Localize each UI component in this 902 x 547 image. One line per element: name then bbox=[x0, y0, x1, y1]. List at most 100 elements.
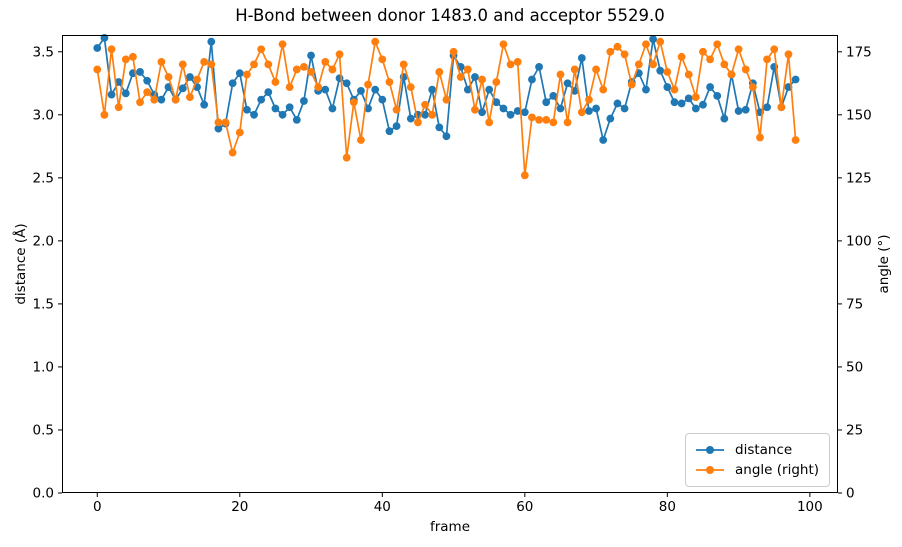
data-point-distance bbox=[549, 91, 558, 100]
y-tick-label-left: 1.0 bbox=[33, 359, 54, 375]
data-point-angle bbox=[129, 52, 137, 61]
data-point-angle bbox=[235, 128, 244, 137]
data-point-angle bbox=[221, 118, 230, 127]
data-point-angle bbox=[93, 65, 102, 74]
data-point-distance bbox=[642, 85, 650, 94]
data-point-distance bbox=[763, 103, 771, 112]
data-point-angle bbox=[456, 73, 465, 81]
axes-spines bbox=[62, 35, 838, 493]
data-point-angle bbox=[399, 60, 408, 69]
data-point-distance bbox=[335, 74, 344, 83]
data-point-angle bbox=[228, 148, 237, 157]
x-tick-label: 100 bbox=[797, 499, 823, 515]
data-point-distance bbox=[136, 68, 144, 76]
data-point-angle bbox=[577, 108, 586, 117]
data-point-angle bbox=[157, 57, 166, 66]
data-point-angle bbox=[321, 57, 330, 66]
y-tick-label-right: 100 bbox=[846, 233, 872, 249]
data-point-distance bbox=[520, 108, 529, 117]
data-point-angle bbox=[520, 171, 529, 180]
data-point-distance bbox=[499, 104, 508, 113]
data-point-angle bbox=[599, 85, 608, 94]
data-point-angle bbox=[428, 110, 437, 119]
data-point-distance bbox=[720, 114, 729, 123]
x-tick-label: 80 bbox=[659, 499, 676, 515]
data-point-angle bbox=[121, 55, 130, 64]
data-point-distance bbox=[421, 110, 429, 119]
data-point-distance bbox=[734, 107, 743, 115]
data-point-angle bbox=[535, 115, 543, 124]
data-point-angle bbox=[513, 57, 522, 66]
data-point-distance bbox=[492, 98, 501, 107]
y-tick-label-left: 3.0 bbox=[33, 107, 54, 123]
data-point-distance bbox=[292, 115, 301, 124]
data-point-angle bbox=[449, 47, 458, 56]
data-point-distance bbox=[364, 104, 372, 113]
data-point-distance bbox=[684, 94, 693, 103]
data-point-distance bbox=[585, 107, 593, 115]
data-point-distance bbox=[706, 83, 714, 91]
data-point-angle bbox=[357, 136, 365, 144]
data-point-distance bbox=[406, 114, 415, 123]
y-tick-label-right: 25 bbox=[846, 422, 863, 438]
data-point-distance bbox=[435, 123, 444, 132]
data-point-angle bbox=[763, 55, 771, 64]
data-point-angle bbox=[770, 45, 779, 54]
data-point-angle bbox=[292, 65, 301, 74]
data-point-distance bbox=[528, 75, 536, 84]
data-point-angle bbox=[271, 78, 280, 86]
data-point-distance bbox=[563, 79, 572, 88]
data-point-angle bbox=[663, 68, 672, 76]
y-axis-label-right: angle (°) bbox=[876, 234, 892, 294]
data-point-angle bbox=[243, 70, 251, 79]
data-point-angle bbox=[499, 40, 508, 49]
data-point-angle bbox=[691, 93, 700, 102]
data-point-distance bbox=[791, 75, 800, 84]
data-point-distance bbox=[371, 85, 380, 94]
data-point-distance bbox=[107, 90, 116, 99]
data-point-angle bbox=[178, 60, 187, 69]
y-tick-label-left: 3.5 bbox=[33, 44, 54, 60]
data-point-angle bbox=[207, 60, 216, 69]
data-point-angle bbox=[620, 50, 629, 59]
data-point-distance bbox=[114, 78, 123, 86]
data-point-angle bbox=[656, 37, 665, 46]
legend-line-distance-icon bbox=[696, 446, 724, 454]
y-tick-label-right: 150 bbox=[846, 107, 872, 123]
data-point-angle bbox=[649, 60, 657, 69]
data-point-angle bbox=[186, 93, 194, 102]
data-point-angle bbox=[314, 83, 323, 91]
y-tick-label-left: 2.5 bbox=[33, 170, 54, 186]
data-point-distance bbox=[200, 100, 209, 109]
data-point-distance bbox=[264, 88, 273, 97]
data-point-angle bbox=[528, 113, 536, 122]
data-point-angle bbox=[556, 70, 565, 79]
data-point-distance bbox=[649, 35, 657, 44]
data-point-distance bbox=[620, 104, 629, 113]
data-point-distance bbox=[463, 85, 472, 94]
data-point-angle bbox=[392, 105, 401, 114]
data-point-distance bbox=[577, 54, 586, 62]
data-point-angle bbox=[506, 60, 515, 69]
data-point-angle bbox=[435, 68, 444, 76]
data-point-angle bbox=[634, 60, 643, 69]
data-point-angle bbox=[136, 98, 144, 107]
data-point-distance bbox=[392, 122, 401, 131]
data-point-angle bbox=[549, 118, 558, 127]
data-point-angle bbox=[485, 118, 494, 127]
legend-label-distance: distance bbox=[735, 442, 793, 458]
x-tick-label: 60 bbox=[516, 499, 533, 515]
data-point-distance bbox=[385, 127, 394, 136]
data-point-angle bbox=[385, 78, 394, 86]
data-point-angle bbox=[670, 85, 679, 94]
data-point-distance bbox=[506, 110, 515, 119]
data-point-angle bbox=[570, 65, 579, 74]
data-point-angle bbox=[777, 103, 786, 112]
data-point-distance bbox=[606, 114, 615, 123]
data-point-distance bbox=[178, 84, 187, 93]
data-point-angle bbox=[684, 70, 693, 79]
data-point-angle bbox=[328, 65, 337, 74]
data-point-angle bbox=[257, 45, 266, 54]
data-point-distance bbox=[471, 73, 479, 81]
